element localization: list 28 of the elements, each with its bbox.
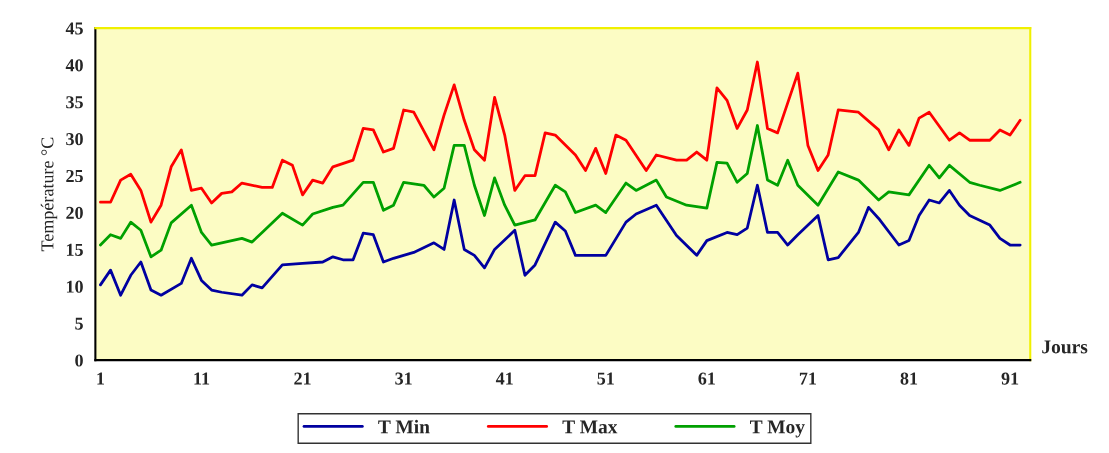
line-series	[99, 60, 1022, 224]
x-tick-label: 11	[194, 372, 210, 385]
y-tick-label: 10	[66, 280, 83, 293]
y-tick-label: 20	[66, 206, 83, 219]
line-series	[99, 124, 1022, 259]
x-tick-label: 91	[1001, 372, 1019, 385]
x-tick-label: 61	[698, 372, 715, 385]
x-tick-label: 1	[97, 372, 105, 385]
legend-label: T Moy	[750, 420, 805, 438]
y-tick-label: 25	[66, 169, 83, 183]
line-series	[99, 183, 1022, 297]
x-tick-label: 31	[395, 372, 412, 385]
y-axis-title: Température °C	[40, 137, 58, 252]
y-tick-label: 35	[66, 96, 83, 109]
x-axis-title: Jours	[1042, 340, 1088, 354]
x-tick-label: 21	[294, 372, 311, 385]
y-tick-label: 5	[75, 317, 83, 330]
y-tick-label: 30	[66, 133, 83, 146]
x-tick-label: 81	[900, 372, 918, 385]
x-tick-label: 51	[597, 372, 614, 385]
y-tick-label: 0	[75, 354, 83, 367]
y-tick-label: 15	[66, 243, 83, 256]
y-tick-label: 45	[65, 22, 83, 35]
y-tick-label: 40	[65, 59, 83, 72]
legend-label: T Max	[562, 420, 618, 434]
legend-label: T Min	[378, 419, 430, 434]
x-tick-label: 71	[799, 372, 816, 385]
x-tick-label: 41	[495, 372, 513, 385]
